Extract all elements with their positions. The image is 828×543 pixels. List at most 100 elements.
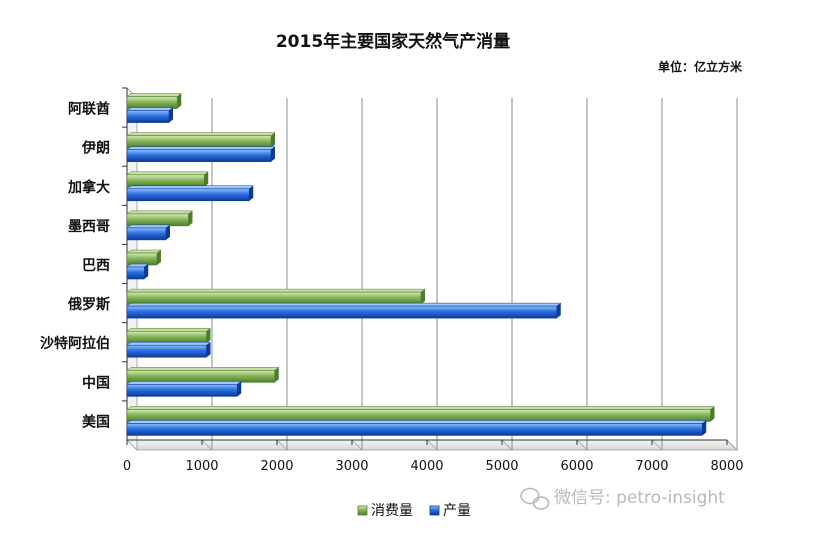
bar-consumption-top xyxy=(126,132,276,136)
category-label: 沙特阿拉伯 xyxy=(40,335,110,352)
bar-production-top xyxy=(126,146,276,150)
x-tick-label: 1000 xyxy=(185,459,218,474)
bar-production-end xyxy=(206,342,211,358)
bar-production-end xyxy=(702,420,707,436)
category-label: 巴西 xyxy=(82,258,110,274)
bar-production-top xyxy=(126,381,242,385)
bar-consumption-end xyxy=(157,250,161,265)
category-label: 中国 xyxy=(82,374,110,391)
bar-consumption xyxy=(126,93,182,109)
floor-gridline xyxy=(276,439,288,451)
legend-swatch-consumption xyxy=(357,505,368,516)
chart-title: 2015年主要国家天然气产消量 xyxy=(276,31,510,52)
bar-production-end xyxy=(271,146,275,162)
bar-production-end xyxy=(144,264,149,279)
bar-consumption-top xyxy=(126,93,182,97)
bar-production-front xyxy=(126,110,170,123)
bar-consumption-front xyxy=(126,409,711,422)
bar-consumption-front xyxy=(126,370,276,383)
bar-production-top xyxy=(126,107,174,111)
floor-gridline xyxy=(651,439,663,451)
x-tick-label: 5000 xyxy=(485,459,518,474)
bar-production xyxy=(126,420,707,436)
bar-consumption xyxy=(126,132,276,148)
x-tick-label: 4000 xyxy=(410,459,443,474)
floor-gridline xyxy=(501,439,513,451)
bar-production-end xyxy=(237,381,242,397)
legend-label-consumption: 消费量 xyxy=(371,503,413,519)
x-tick-label: 6000 xyxy=(560,459,593,474)
category-label: 墨西哥 xyxy=(68,219,110,235)
bar-consumption xyxy=(126,210,194,227)
legend: 消费量 产量 xyxy=(357,503,471,519)
floor-gridline xyxy=(201,439,213,451)
bar-consumption-top xyxy=(126,210,194,215)
category-label: 俄罗斯 xyxy=(67,296,110,313)
bar-production-end xyxy=(166,224,170,240)
bar-production-top xyxy=(126,341,212,346)
bar-production-top xyxy=(126,185,254,190)
bar-production-top xyxy=(126,224,171,229)
bar-production-end xyxy=(169,107,173,123)
bar-production-end xyxy=(556,303,561,319)
bar-production-front xyxy=(126,344,207,358)
bar-production-front xyxy=(126,384,238,397)
plot-area: 0 1000 2000 3000 4000 5000 6000 7000 8000 美国 中国 沙特阿… xyxy=(40,87,744,474)
bar-consumption xyxy=(126,327,212,344)
bar-consumption-front xyxy=(126,291,422,305)
floor-gridline xyxy=(576,439,588,451)
bar-consumption-front xyxy=(126,330,207,344)
x-tick-label: 2000 xyxy=(260,459,293,474)
category-label: 阿联酋 xyxy=(68,101,110,118)
bar-consumption-top xyxy=(126,171,209,176)
bar-production-front xyxy=(126,227,167,241)
bar-consumption xyxy=(126,406,716,422)
bar-consumption-end xyxy=(177,93,182,109)
legend-swatch-production xyxy=(429,505,440,516)
bar-consumption-end xyxy=(188,210,193,226)
bar-production xyxy=(126,302,562,319)
category-label: 伊朗 xyxy=(81,140,110,157)
bar-consumption-end xyxy=(206,328,211,344)
bar-production-top xyxy=(126,420,707,424)
bar-consumption-top xyxy=(126,288,426,293)
bar-production xyxy=(126,381,242,397)
category-label: 美国 xyxy=(82,413,110,430)
legend-label-production: 产量 xyxy=(443,503,471,519)
bar-consumption-top xyxy=(126,249,162,254)
legend-item-consumption: 消费量 xyxy=(357,503,413,519)
bar-production xyxy=(126,107,174,123)
bar-production xyxy=(126,341,212,358)
watermark: 微信号: petro-insight xyxy=(520,487,725,510)
bar-production-front xyxy=(126,305,558,319)
bar-consumption-front xyxy=(126,135,272,148)
bar-consumption-top xyxy=(126,327,212,332)
bar-production-top xyxy=(126,302,562,307)
bar-consumption-end xyxy=(271,132,275,148)
x-tick-label: 3000 xyxy=(335,459,368,474)
floor-gridline xyxy=(726,439,738,451)
legend-item-production: 产量 xyxy=(429,503,471,519)
bar-consumption-top xyxy=(126,406,716,410)
x-tick-label: 7000 xyxy=(635,459,668,474)
bar-production xyxy=(126,185,254,202)
wechat-icon xyxy=(520,487,550,510)
bar-production-end xyxy=(249,185,254,201)
x-tick-label: 8000 xyxy=(710,459,743,474)
floor-gridline xyxy=(351,439,363,451)
bar-consumption xyxy=(126,249,162,266)
bar-consumption-top xyxy=(126,367,280,371)
bar-production xyxy=(126,146,276,162)
bar-consumption-front xyxy=(126,252,158,266)
bar-consumption xyxy=(126,367,280,383)
unit-note: 单位：亿立方米 xyxy=(658,59,743,74)
bar-production xyxy=(126,224,171,241)
bar-consumption xyxy=(126,288,426,305)
bar-consumption xyxy=(126,171,209,188)
bar-production-front xyxy=(126,423,703,436)
bar-production-front xyxy=(126,266,145,280)
bar-consumption-end xyxy=(710,406,715,422)
watermark-text: 微信号: petro-insight xyxy=(554,488,725,508)
bar-production-front xyxy=(126,149,272,162)
